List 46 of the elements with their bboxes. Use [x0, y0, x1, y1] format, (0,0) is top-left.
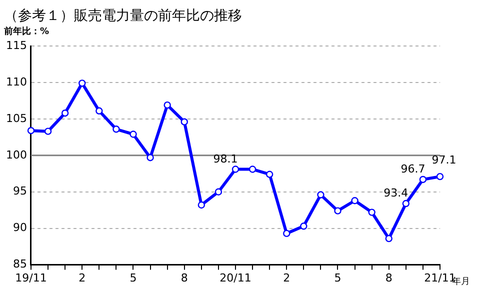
x-tick-label: 8	[385, 271, 392, 284]
point	[283, 230, 290, 238]
data-label: 98.1	[213, 152, 238, 166]
point	[27, 127, 35, 134]
point	[198, 201, 206, 209]
y-tick-label: 105	[6, 112, 27, 125]
x-tick-label: 19/11	[15, 271, 47, 284]
point	[130, 130, 137, 138]
x-tick-label: 5	[334, 271, 342, 284]
x-tick-label: 20/11	[220, 271, 252, 284]
y-tick-label: 100	[6, 148, 27, 162]
y-tick-label: 95	[12, 184, 27, 198]
x-tick-label: 2	[78, 271, 86, 284]
y-axis-title: 前年比：%	[3, 26, 50, 37]
point	[334, 207, 342, 214]
point	[44, 128, 52, 135]
x-tick-label: 8	[180, 271, 188, 284]
point	[266, 170, 274, 178]
point	[232, 166, 240, 173]
point	[351, 197, 358, 204]
point	[368, 208, 376, 216]
point	[112, 126, 120, 133]
y-tick-label: 115	[6, 38, 27, 52]
x-tick-label: 2	[283, 271, 290, 284]
point	[164, 101, 171, 109]
point	[96, 107, 103, 115]
y-tick-label: 110	[6, 75, 27, 88]
point	[78, 80, 86, 87]
point	[300, 222, 308, 230]
point	[402, 200, 410, 208]
y-tick-label: 85	[12, 258, 27, 271]
x-tick-label: 5	[130, 271, 137, 284]
point	[248, 166, 256, 173]
point	[419, 176, 427, 184]
point	[436, 172, 444, 180]
data-label: 93.4	[384, 186, 408, 200]
point	[214, 188, 222, 196]
point	[180, 118, 188, 126]
data-label: 97.1	[432, 154, 456, 167]
point	[317, 191, 324, 198]
point	[61, 110, 69, 117]
y-tick-label: 90	[12, 221, 27, 234]
data-label: 96.7	[400, 162, 426, 176]
chart-title: （参考１）販売電力量の前年比の推移	[4, 8, 242, 24]
point	[385, 234, 392, 242]
point	[146, 154, 154, 162]
